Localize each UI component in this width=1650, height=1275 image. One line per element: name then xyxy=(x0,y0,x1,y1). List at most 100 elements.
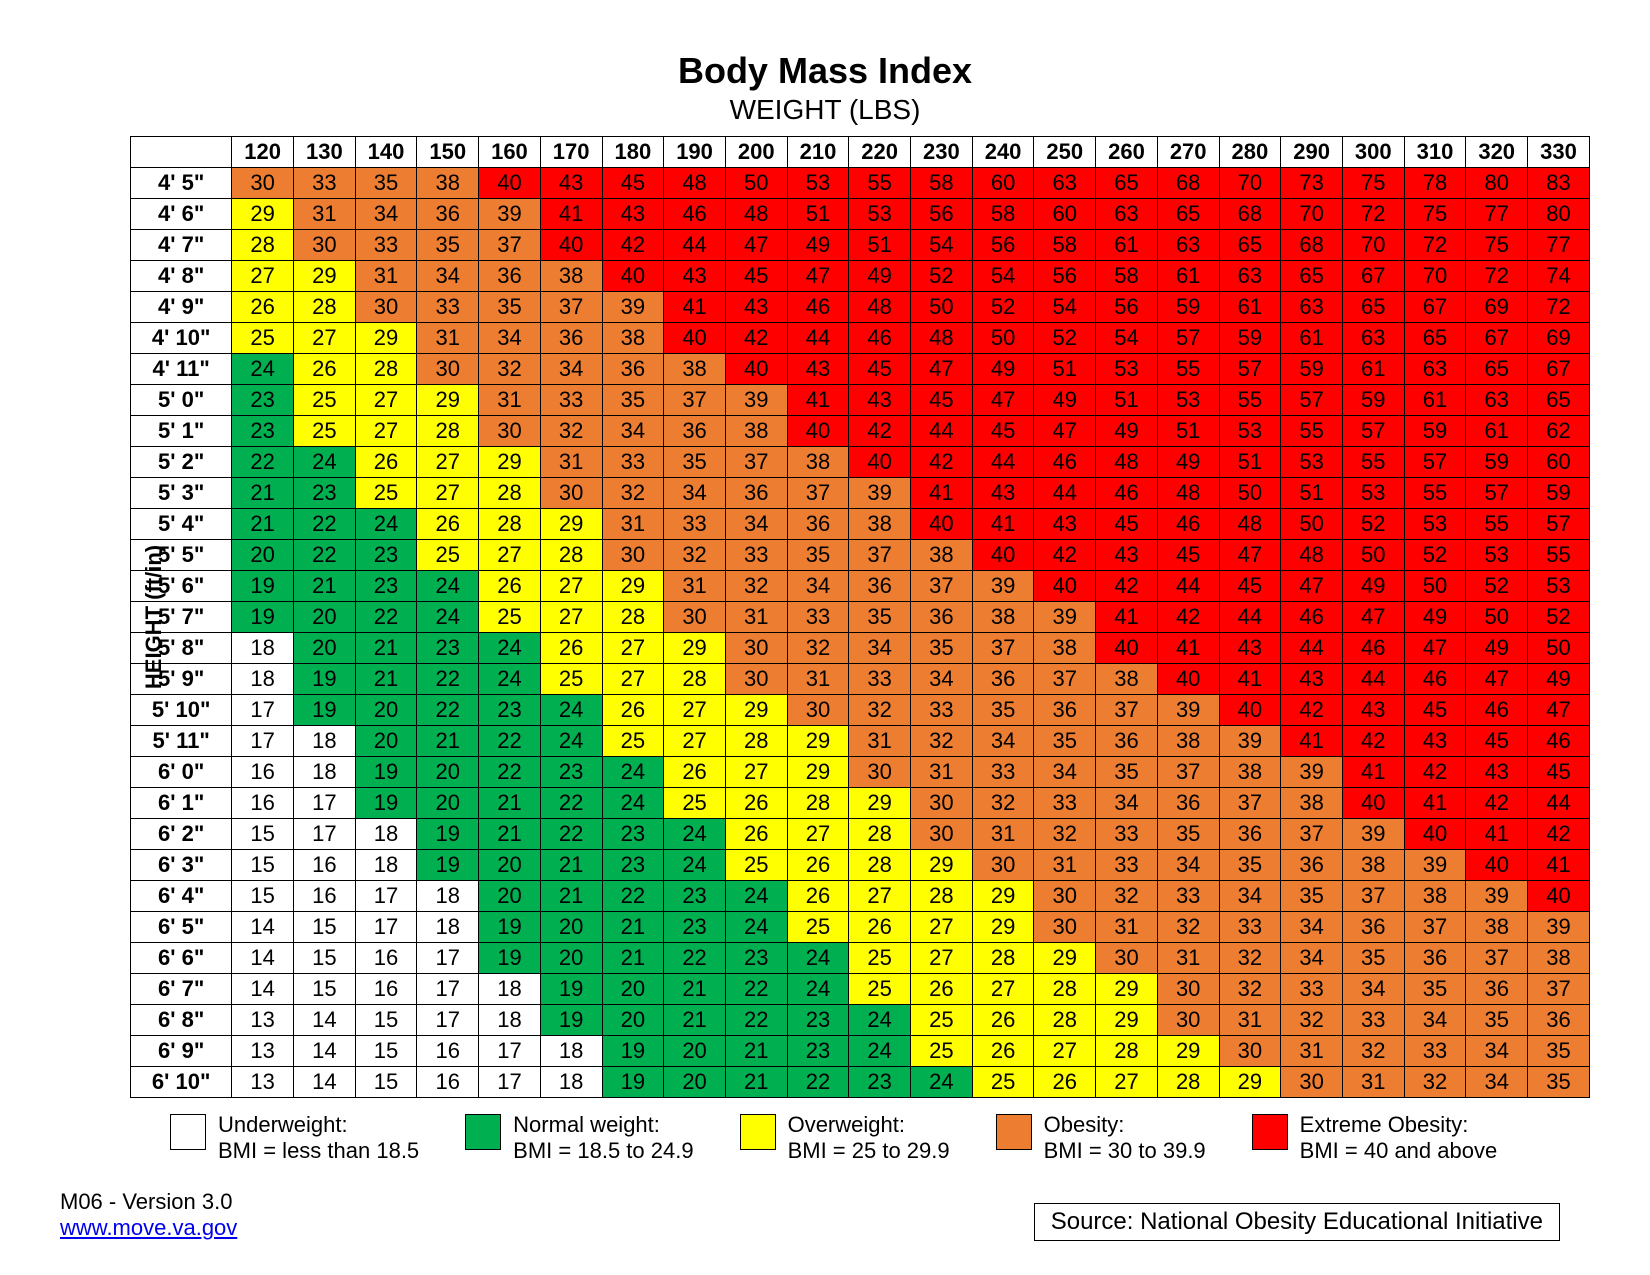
bmi-cell: 17 xyxy=(479,1036,541,1067)
bmi-cell: 34 xyxy=(540,354,602,385)
bmi-cell: 23 xyxy=(540,757,602,788)
weight-header: 200 xyxy=(725,137,787,168)
bmi-cell: 25 xyxy=(293,385,355,416)
legend-item: Underweight:BMI = less than 18.5 xyxy=(170,1112,419,1165)
bmi-cell: 33 xyxy=(1404,1036,1466,1067)
bmi-cell: 18 xyxy=(355,819,417,850)
bmi-cell: 26 xyxy=(911,974,973,1005)
bmi-cell: 16 xyxy=(232,788,294,819)
bmi-cell: 52 xyxy=(1466,571,1528,602)
bmi-cell: 44 xyxy=(972,447,1034,478)
bmi-cell: 44 xyxy=(1281,633,1343,664)
bmi-cell: 42 xyxy=(1157,602,1219,633)
bmi-cell: 29 xyxy=(293,261,355,292)
bmi-cell: 16 xyxy=(417,1036,479,1067)
bmi-cell: 32 xyxy=(1281,1005,1343,1036)
footer-link[interactable]: www.move.va.gov xyxy=(60,1215,237,1240)
bmi-cell: 49 xyxy=(972,354,1034,385)
bmi-cell: 34 xyxy=(1219,881,1281,912)
bmi-cell: 25 xyxy=(911,1036,973,1067)
bmi-cell: 26 xyxy=(725,788,787,819)
bmi-cell: 44 xyxy=(787,323,849,354)
bmi-cell: 32 xyxy=(1219,974,1281,1005)
height-header: 4' 8" xyxy=(131,261,232,292)
bmi-cell: 24 xyxy=(664,850,726,881)
bmi-cell: 36 xyxy=(540,323,602,354)
bmi-cell: 39 xyxy=(849,478,911,509)
bmi-cell: 31 xyxy=(602,509,664,540)
bmi-cell: 40 xyxy=(1219,695,1281,726)
weight-header: 220 xyxy=(849,137,911,168)
legend-text: Normal weight:BMI = 18.5 to 24.9 xyxy=(513,1112,693,1165)
bmi-cell: 32 xyxy=(849,695,911,726)
bmi-cell: 51 xyxy=(1219,447,1281,478)
bmi-cell: 47 xyxy=(725,230,787,261)
bmi-cell: 47 xyxy=(1466,664,1528,695)
bmi-cell: 15 xyxy=(293,974,355,1005)
bmi-cell: 26 xyxy=(479,571,541,602)
bmi-cell: 36 xyxy=(972,664,1034,695)
bmi-cell: 35 xyxy=(1528,1036,1590,1067)
bmi-cell: 40 xyxy=(1096,633,1158,664)
bmi-cell: 42 xyxy=(1404,757,1466,788)
bmi-cell: 15 xyxy=(355,1067,417,1098)
bmi-cell: 46 xyxy=(1466,695,1528,726)
bmi-cell: 17 xyxy=(355,912,417,943)
bmi-cell: 75 xyxy=(1342,168,1404,199)
bmi-cell: 35 xyxy=(1034,726,1096,757)
bmi-cell: 37 xyxy=(1404,912,1466,943)
bmi-cell: 38 xyxy=(972,602,1034,633)
bmi-cell: 19 xyxy=(355,757,417,788)
bmi-cell: 37 xyxy=(1034,664,1096,695)
bmi-cell: 42 xyxy=(1466,788,1528,819)
bmi-cell: 70 xyxy=(1342,230,1404,261)
bmi-cell: 26 xyxy=(355,447,417,478)
bmi-cell: 53 xyxy=(1219,416,1281,447)
bmi-cell: 34 xyxy=(1281,912,1343,943)
bmi-cell: 55 xyxy=(1466,509,1528,540)
bmi-cell: 27 xyxy=(232,261,294,292)
bmi-cell: 83 xyxy=(1528,168,1590,199)
bmi-cell: 61 xyxy=(1466,416,1528,447)
bmi-cell: 33 xyxy=(355,230,417,261)
legend-swatch xyxy=(740,1114,776,1150)
bmi-cell: 38 xyxy=(1096,664,1158,695)
bmi-cell: 30 xyxy=(1281,1067,1343,1098)
bmi-cell: 20 xyxy=(417,757,479,788)
bmi-cell: 19 xyxy=(417,850,479,881)
bmi-cell: 35 xyxy=(1404,974,1466,1005)
bmi-cell: 43 xyxy=(540,168,602,199)
bmi-cell: 34 xyxy=(479,323,541,354)
bmi-cell: 41 xyxy=(1281,726,1343,757)
bmi-cell: 37 xyxy=(972,633,1034,664)
bmi-cell: 14 xyxy=(293,1005,355,1036)
weight-header: 320 xyxy=(1466,137,1528,168)
bmi-cell: 33 xyxy=(1219,912,1281,943)
bmi-cell: 17 xyxy=(417,943,479,974)
bmi-cell: 63 xyxy=(1404,354,1466,385)
bmi-cell: 34 xyxy=(1157,850,1219,881)
corner-cell xyxy=(131,137,232,168)
bmi-cell: 25 xyxy=(232,323,294,354)
bmi-cell: 33 xyxy=(417,292,479,323)
weight-header: 120 xyxy=(232,137,294,168)
bmi-cell: 30 xyxy=(664,602,726,633)
bmi-cell: 27 xyxy=(911,912,973,943)
bmi-cell: 22 xyxy=(664,943,726,974)
bmi-cell: 58 xyxy=(972,199,1034,230)
height-header: 5' 11" xyxy=(131,726,232,757)
bmi-cell: 23 xyxy=(293,478,355,509)
bmi-cell: 65 xyxy=(1281,261,1343,292)
bmi-cell: 27 xyxy=(540,602,602,633)
bmi-cell: 29 xyxy=(972,912,1034,943)
height-header: 4' 10" xyxy=(131,323,232,354)
bmi-cell: 33 xyxy=(725,540,787,571)
bmi-cell: 43 xyxy=(1342,695,1404,726)
bmi-cell: 58 xyxy=(911,168,973,199)
bmi-cell: 30 xyxy=(725,633,787,664)
weight-header: 260 xyxy=(1096,137,1158,168)
bmi-cell: 70 xyxy=(1219,168,1281,199)
bmi-cell: 21 xyxy=(479,788,541,819)
bmi-cell: 36 xyxy=(479,261,541,292)
bmi-cell: 40 xyxy=(1528,881,1590,912)
